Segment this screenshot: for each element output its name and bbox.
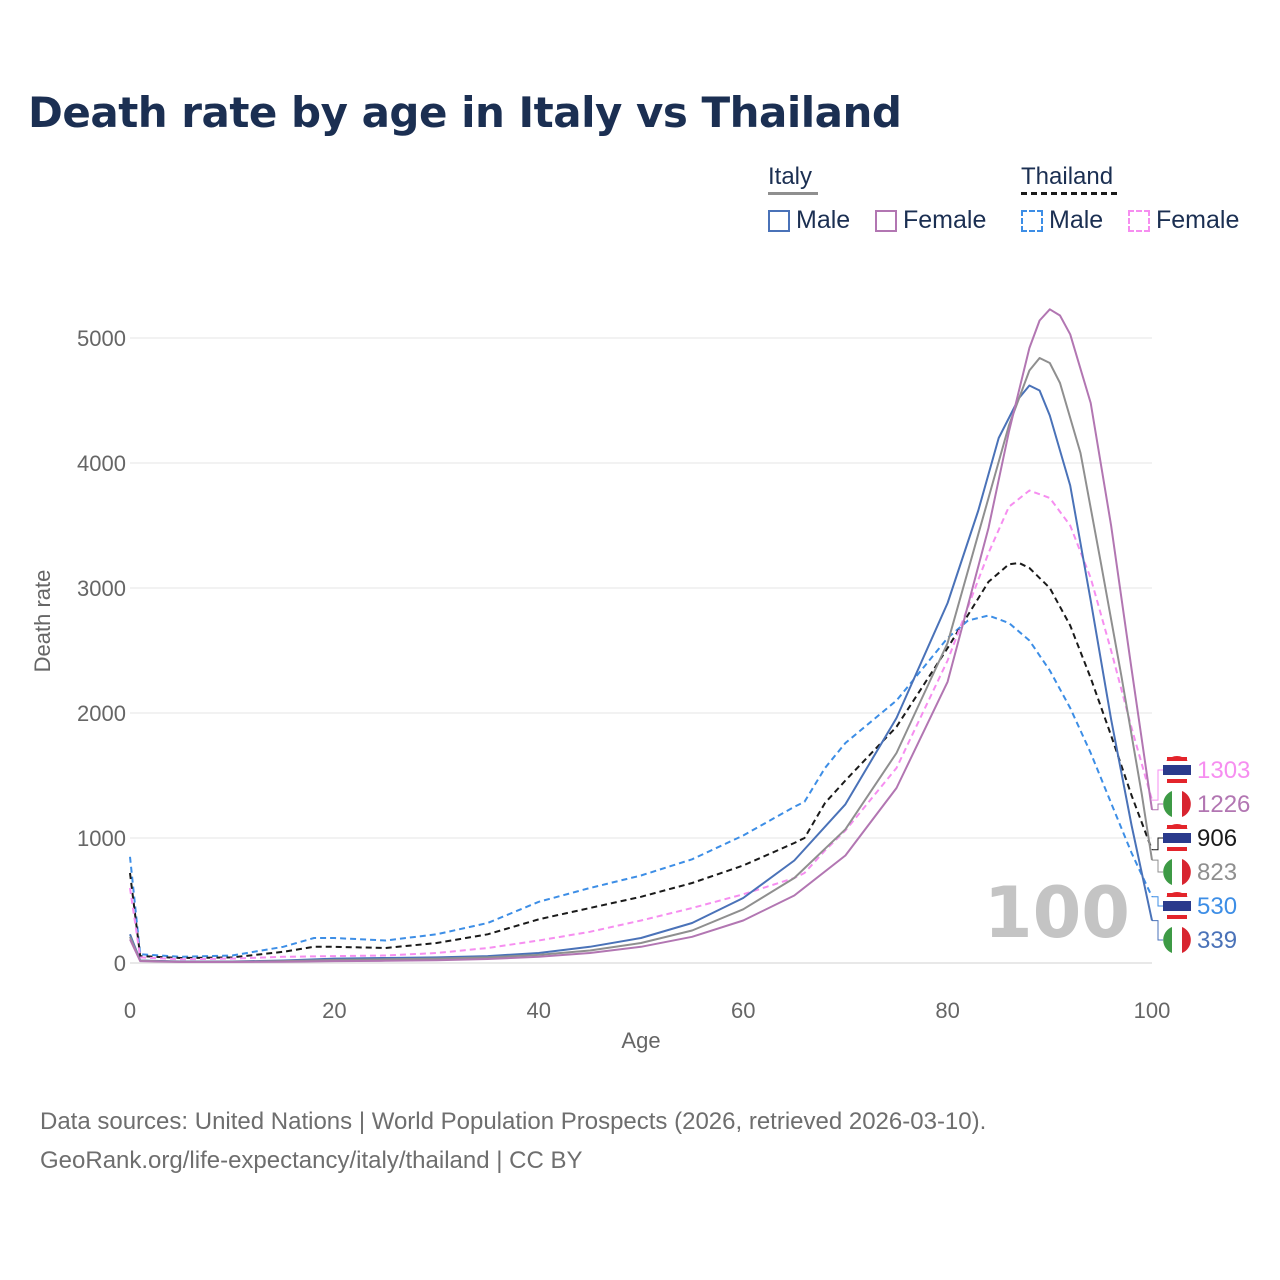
legend-thailand-label: Thailand (1021, 163, 1114, 190)
legend-italy-header: Italy (768, 163, 818, 195)
end-label-connector (1152, 769, 1163, 801)
italy-flag-red (1182, 927, 1191, 953)
end-label-connector (1152, 920, 1163, 941)
end-label-connector (1152, 896, 1163, 907)
legend-italy-label: Italy (768, 163, 813, 190)
italy-flag-green (1163, 791, 1172, 817)
x-tick-label: 60 (731, 998, 755, 1023)
legend-thailand-female-swatch (1128, 209, 1150, 232)
legend-thailand-header: Thailand (1021, 163, 1119, 195)
y-tick-label: 2000 (77, 701, 126, 726)
y-tick-label: 4000 (77, 451, 126, 476)
y-tick-label: 1000 (77, 826, 126, 851)
italy-flag-red (1182, 791, 1191, 817)
y-tick-label: 0 (114, 951, 126, 976)
series-line-thailand_total (129, 562, 1153, 959)
legend-italy-male-swatch (768, 209, 790, 232)
x-tick-label: 100 (1134, 998, 1171, 1023)
x-tick-label: 0 (124, 998, 136, 1023)
end-label-italy_female: 1226 (1197, 791, 1250, 818)
y-tick-label: 5000 (77, 326, 126, 351)
legend-italy-female-swatch (875, 209, 897, 232)
series-line-italy_total (129, 357, 1153, 963)
end-label-connector (1152, 803, 1163, 811)
thailand-flag-stripe-bottom (1167, 915, 1187, 919)
thailand-flag-stripe-top2 (1167, 757, 1187, 761)
end-label-thailand_female: 1303 (1197, 757, 1250, 784)
thailand-flag-stripe-top2 (1167, 893, 1187, 897)
legend-italy-line (768, 192, 818, 195)
x-tick-label: 80 (935, 998, 959, 1023)
chart-title: Death rate by age in Italy vs Thailand (28, 88, 902, 137)
italy-flag-red (1182, 859, 1191, 885)
legend-italy-male[interactable]: Male (768, 206, 850, 235)
footer-sources: Data sources: United Nations | World Pop… (40, 1108, 987, 1135)
italy-flag-green (1163, 927, 1172, 953)
legend-thailand-male-swatch (1021, 209, 1043, 232)
italy-flag-green (1163, 859, 1172, 885)
end-label-italy_total: 823 (1197, 859, 1237, 886)
thailand-flag-stripe-mid (1163, 833, 1191, 843)
x-tick-label: 40 (527, 998, 551, 1023)
legend-italy-female[interactable]: Female (875, 206, 986, 235)
thailand-flag-stripe-bottom (1167, 847, 1187, 851)
legend-thailand-line (1021, 192, 1119, 195)
legend-thailand-male-label: Male (1049, 206, 1104, 234)
footer-link[interactable]: GeoRank.org/life-expectancy/italy/thaila… (40, 1147, 583, 1174)
end-label-thailand_total: 906 (1197, 825, 1237, 852)
x-axis-title: Age (621, 1028, 660, 1053)
thailand-flag-stripe-mid (1163, 765, 1191, 775)
y-axis-title: Death rate (30, 570, 55, 673)
highlighted-age: 100 (983, 872, 1130, 954)
legend-italy-male-label: Male (796, 206, 851, 234)
series-line-italy_female (129, 308, 1153, 963)
end-label-connector (1152, 837, 1163, 851)
legend-thailand-male[interactable]: Male (1021, 206, 1103, 235)
end-label-italy_male: 339 (1197, 927, 1237, 954)
thailand-flag-stripe-bottom (1167, 779, 1187, 783)
x-tick-label: 20 (322, 998, 346, 1023)
end-label-connector (1152, 859, 1163, 873)
thailand-flag-stripe-top2 (1167, 825, 1187, 829)
end-label-thailand_male: 530 (1197, 893, 1237, 920)
legend-italy-female-label: Female (903, 206, 987, 234)
series-line-thailand_male (129, 614, 1153, 958)
thailand-flag-stripe-mid (1163, 901, 1191, 911)
y-tick-label: 3000 (77, 576, 126, 601)
series-line-italy_male (129, 384, 1153, 963)
legend-thailand-female-label: Female (1156, 206, 1240, 234)
legend-thailand-female[interactable]: Female (1128, 206, 1239, 235)
